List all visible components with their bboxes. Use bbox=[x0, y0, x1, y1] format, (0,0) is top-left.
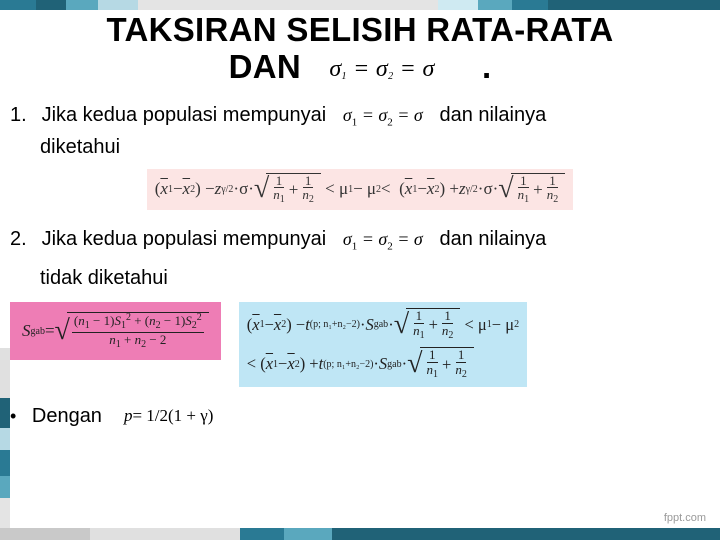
formula-sgab-box: Sgab = (n1 − 1)S12 + (n2 − 1)S22 n1 + n2… bbox=[10, 302, 221, 360]
formula-t-interval-box: (x1 − x2) − t(p; n₁+n₂−2)·Sgab· 1n1 + 1n… bbox=[239, 302, 527, 386]
item2-row: tidak diketahui bbox=[40, 263, 710, 294]
title-prefix: DAN bbox=[229, 48, 301, 85]
title-line1: TAKSIRAN SELISIH RATA-RATA bbox=[10, 12, 710, 49]
sigma-equality-1: σ1 = σ2 = σ bbox=[343, 105, 423, 125]
item2-text-b: dan nilainya bbox=[439, 228, 546, 250]
item1-text-a: Jika kedua populasi mempunyai bbox=[42, 104, 327, 126]
t-interval-line1: (x1 − x2) − t(p; n₁+n₂−2)·Sgab· 1n1 + 1n… bbox=[247, 308, 519, 341]
list-item-1: 1. Jika kedua populasi mempunyai σ1 = σ2… bbox=[10, 100, 710, 163]
item2-text-a: Jika kedua populasi mempunyai bbox=[42, 228, 327, 250]
sigma-equality-title: σ1 = σ2 = σ bbox=[329, 56, 434, 82]
footer-brand: fppt.com bbox=[664, 512, 706, 524]
title-dot: . bbox=[482, 48, 491, 85]
dengan-label: Dengan bbox=[32, 405, 102, 427]
left-decorative-bar bbox=[0, 348, 10, 528]
title-line2: DAN σ1 = σ2 = σ . bbox=[10, 49, 710, 86]
formula-z-box: (x1 − x2) − zγ/2·σ· 1n1 + 1n2 < μ1 − μ2 … bbox=[147, 169, 574, 210]
bullet-icon: • bbox=[10, 406, 16, 426]
slide-title: TAKSIRAN SELISIH RATA-RATA DAN σ1 = σ2 =… bbox=[10, 12, 710, 86]
formula-p: p = 1/2(1 + γ) bbox=[124, 406, 213, 426]
list-item-2: 2. Jika kedua populasi mempunyai σ1 = σ2… bbox=[10, 224, 710, 256]
top-decorative-bar bbox=[0, 0, 720, 10]
formula-z-interval: (x1 − x2) − zγ/2·σ· 1n1 + 1n2 < μ1 − μ2 … bbox=[10, 169, 710, 210]
t-interval-line2: < (x1 − x2) + t(p; n₁+n₂−2)·Sgab· 1n1 + … bbox=[247, 347, 519, 380]
item1-text-c: diketahui bbox=[40, 132, 710, 163]
bottom-decorative-bar bbox=[0, 528, 720, 540]
item1-text-b: dan nilainya bbox=[439, 104, 546, 126]
item1-number: 1. bbox=[10, 100, 36, 131]
sigma-equality-2: σ1 = σ2 = σ bbox=[343, 229, 423, 249]
item2-number: 2. bbox=[10, 224, 36, 255]
dengan-row: • Dengan p = 1/2(1 + γ) bbox=[10, 405, 710, 428]
item2-text-c: tidak diketahui bbox=[40, 263, 180, 294]
slide-content: TAKSIRAN SELISIH RATA-RATA DAN σ1 = σ2 =… bbox=[10, 12, 710, 510]
